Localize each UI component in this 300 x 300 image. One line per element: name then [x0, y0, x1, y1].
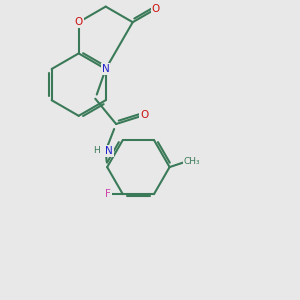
Text: O: O [152, 4, 160, 14]
Text: O: O [140, 110, 148, 120]
Text: O: O [74, 17, 83, 27]
Text: H: H [93, 146, 100, 155]
Text: N: N [105, 146, 113, 156]
Text: F: F [105, 189, 111, 199]
Text: CH₃: CH₃ [184, 157, 200, 166]
Text: N: N [102, 64, 110, 74]
